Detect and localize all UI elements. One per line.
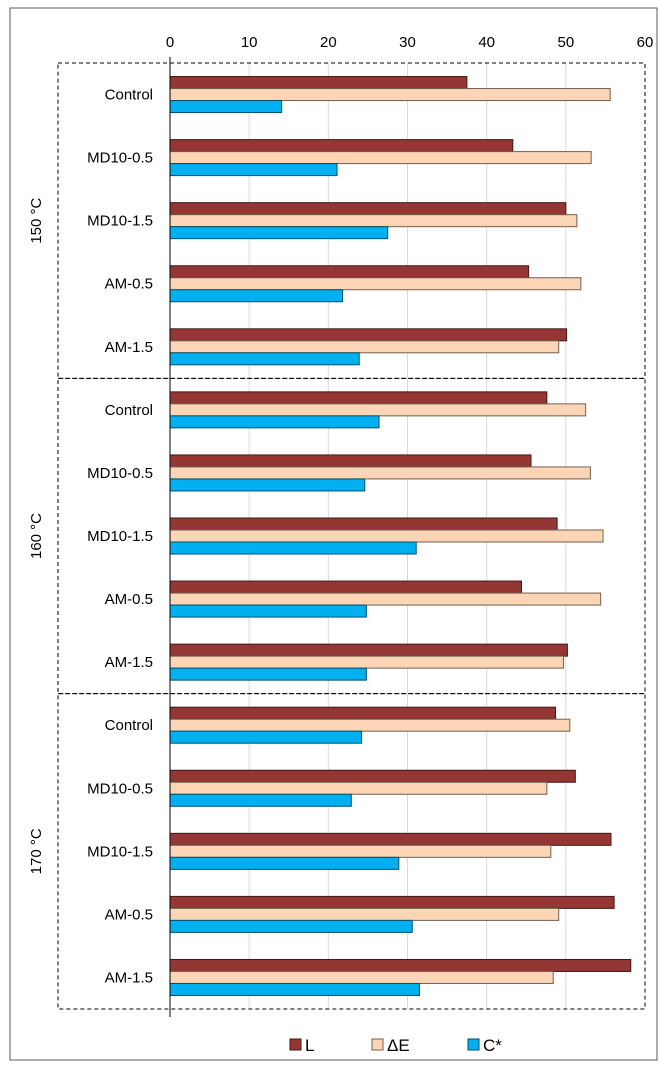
bar-e-150-c-md10-1-5 (169, 214, 578, 228)
group-label: 150 °C (28, 197, 45, 243)
bar-e-160-c-control (169, 403, 587, 417)
legend-label: L (305, 1036, 314, 1055)
bar-c-150-c-md10-1-5 (169, 226, 389, 240)
x-tick-label: 50 (557, 34, 574, 51)
category-label: AM-1.5 (105, 339, 153, 356)
bar-l-170-c-am-0-5 (169, 895, 615, 909)
bar-l-170-c-md10-0-5 (169, 769, 576, 783)
bar-l-170-c-am-1-5 (169, 958, 632, 972)
bar-l-150-c-md10-1-5 (169, 202, 567, 216)
bar-c-150-c-am-1-5 (169, 352, 360, 366)
bar-l-170-c-control (169, 706, 557, 720)
category-label: AM-0.5 (105, 276, 153, 293)
bars (169, 76, 632, 996)
value-axis: 0 10 20 30 40 50 60 (166, 34, 654, 1017)
bar-c-150-c-control (169, 100, 283, 114)
group-box (57, 377, 646, 695)
category-label: Control (105, 402, 153, 419)
bar-e-170-c-am-1-5 (169, 970, 554, 984)
bar-l-150-c-control (169, 76, 468, 90)
x-tick-label: 40 (478, 34, 495, 51)
bar-e-170-c-control (169, 718, 571, 732)
category-label: MD10-0.5 (87, 780, 153, 797)
group-label: 170 °C (28, 828, 45, 874)
group-box (57, 62, 646, 379)
category-label: MD10-1.5 (87, 528, 153, 545)
legend-label: ΔE (387, 1036, 410, 1055)
bar-e-170-c-md10-1-5 (169, 844, 552, 858)
category-label: AM-0.5 (105, 906, 153, 923)
category-label: MD10-1.5 (87, 843, 153, 860)
category-label: Control (105, 87, 153, 104)
bar-c-160-c-md10-1-5 (169, 541, 417, 555)
bar-e-160-c-am-0-5 (169, 592, 602, 606)
category-label: MD10-1.5 (87, 213, 153, 230)
bar-e-160-c-md10-0-5 (169, 466, 591, 480)
bar-c-170-c-control (169, 730, 363, 744)
bar-c-170-c-am-1-5 (169, 982, 420, 996)
bar-c-150-c-md10-0-5 (169, 163, 338, 177)
bar-l-160-c-am-0-5 (169, 580, 522, 594)
bar-l-150-c-am-0-5 (169, 265, 530, 279)
category-label: AM-1.5 (105, 654, 153, 671)
x-tick-label: 0 (166, 34, 174, 51)
bar-l-160-c-md10-1-5 (169, 517, 558, 531)
group-box (57, 693, 646, 1010)
x-tick-label: 30 (399, 34, 416, 51)
bar-l-170-c-md10-1-5 (169, 832, 612, 846)
bar-c-150-c-am-0-5 (169, 289, 344, 303)
bar-c-160-c-control (169, 415, 380, 429)
bar-c-170-c-md10-1-5 (169, 856, 400, 870)
legend-swatch-e (371, 1038, 384, 1051)
bar-e-150-c-md10-0-5 (169, 151, 592, 165)
bar-e-150-c-control (169, 88, 611, 102)
bar-c-160-c-am-0-5 (169, 604, 367, 618)
bar-c-160-c-am-1-5 (169, 667, 367, 681)
bar-e-150-c-am-1-5 (169, 340, 560, 354)
x-tick-label: 20 (320, 34, 337, 51)
category-labels: Control MD10-0.5 MD10-1.5 AM-0.5 AM-1.5 Contr… (87, 87, 153, 987)
legend-swatch-l (289, 1038, 302, 1051)
category-label: AM-0.5 (105, 591, 153, 608)
bar-e-170-c-am-0-5 (169, 907, 560, 921)
group-boxes (57, 62, 646, 1010)
category-label: AM-1.5 (105, 969, 153, 986)
group-label: 160 °C (28, 513, 45, 559)
category-label: MD10-0.5 (87, 150, 153, 167)
chart-area-border (9, 7, 658, 1061)
legend: L ΔE C* (289, 1036, 502, 1055)
category-label: MD10-0.5 (87, 465, 153, 482)
x-tick-label: 10 (241, 34, 258, 51)
bar-e-160-c-md10-1-5 (169, 529, 604, 543)
bar-c-170-c-am-0-5 (169, 919, 413, 933)
legend-swatch-c (467, 1038, 480, 1051)
bar-e-170-c-md10-0-5 (169, 781, 548, 795)
bar-l-160-c-md10-0-5 (169, 454, 532, 468)
bar-e-160-c-am-1-5 (169, 655, 564, 669)
bar-l-160-c-am-1-5 (169, 643, 568, 657)
bar-e-150-c-am-0-5 (169, 277, 582, 291)
x-tick-label: 60 (637, 34, 654, 51)
bar-l-150-c-md10-0-5 (169, 139, 514, 153)
bar-c-170-c-md10-0-5 (169, 793, 352, 807)
bar-c-160-c-md10-0-5 (169, 478, 366, 492)
bar-l-160-c-control (169, 391, 548, 405)
category-label: Control (105, 717, 153, 734)
bar-l-150-c-am-1-5 (169, 328, 568, 342)
legend-label: C* (483, 1036, 502, 1055)
group-labels: 150 °C 160 °C 170 °C (28, 197, 45, 874)
